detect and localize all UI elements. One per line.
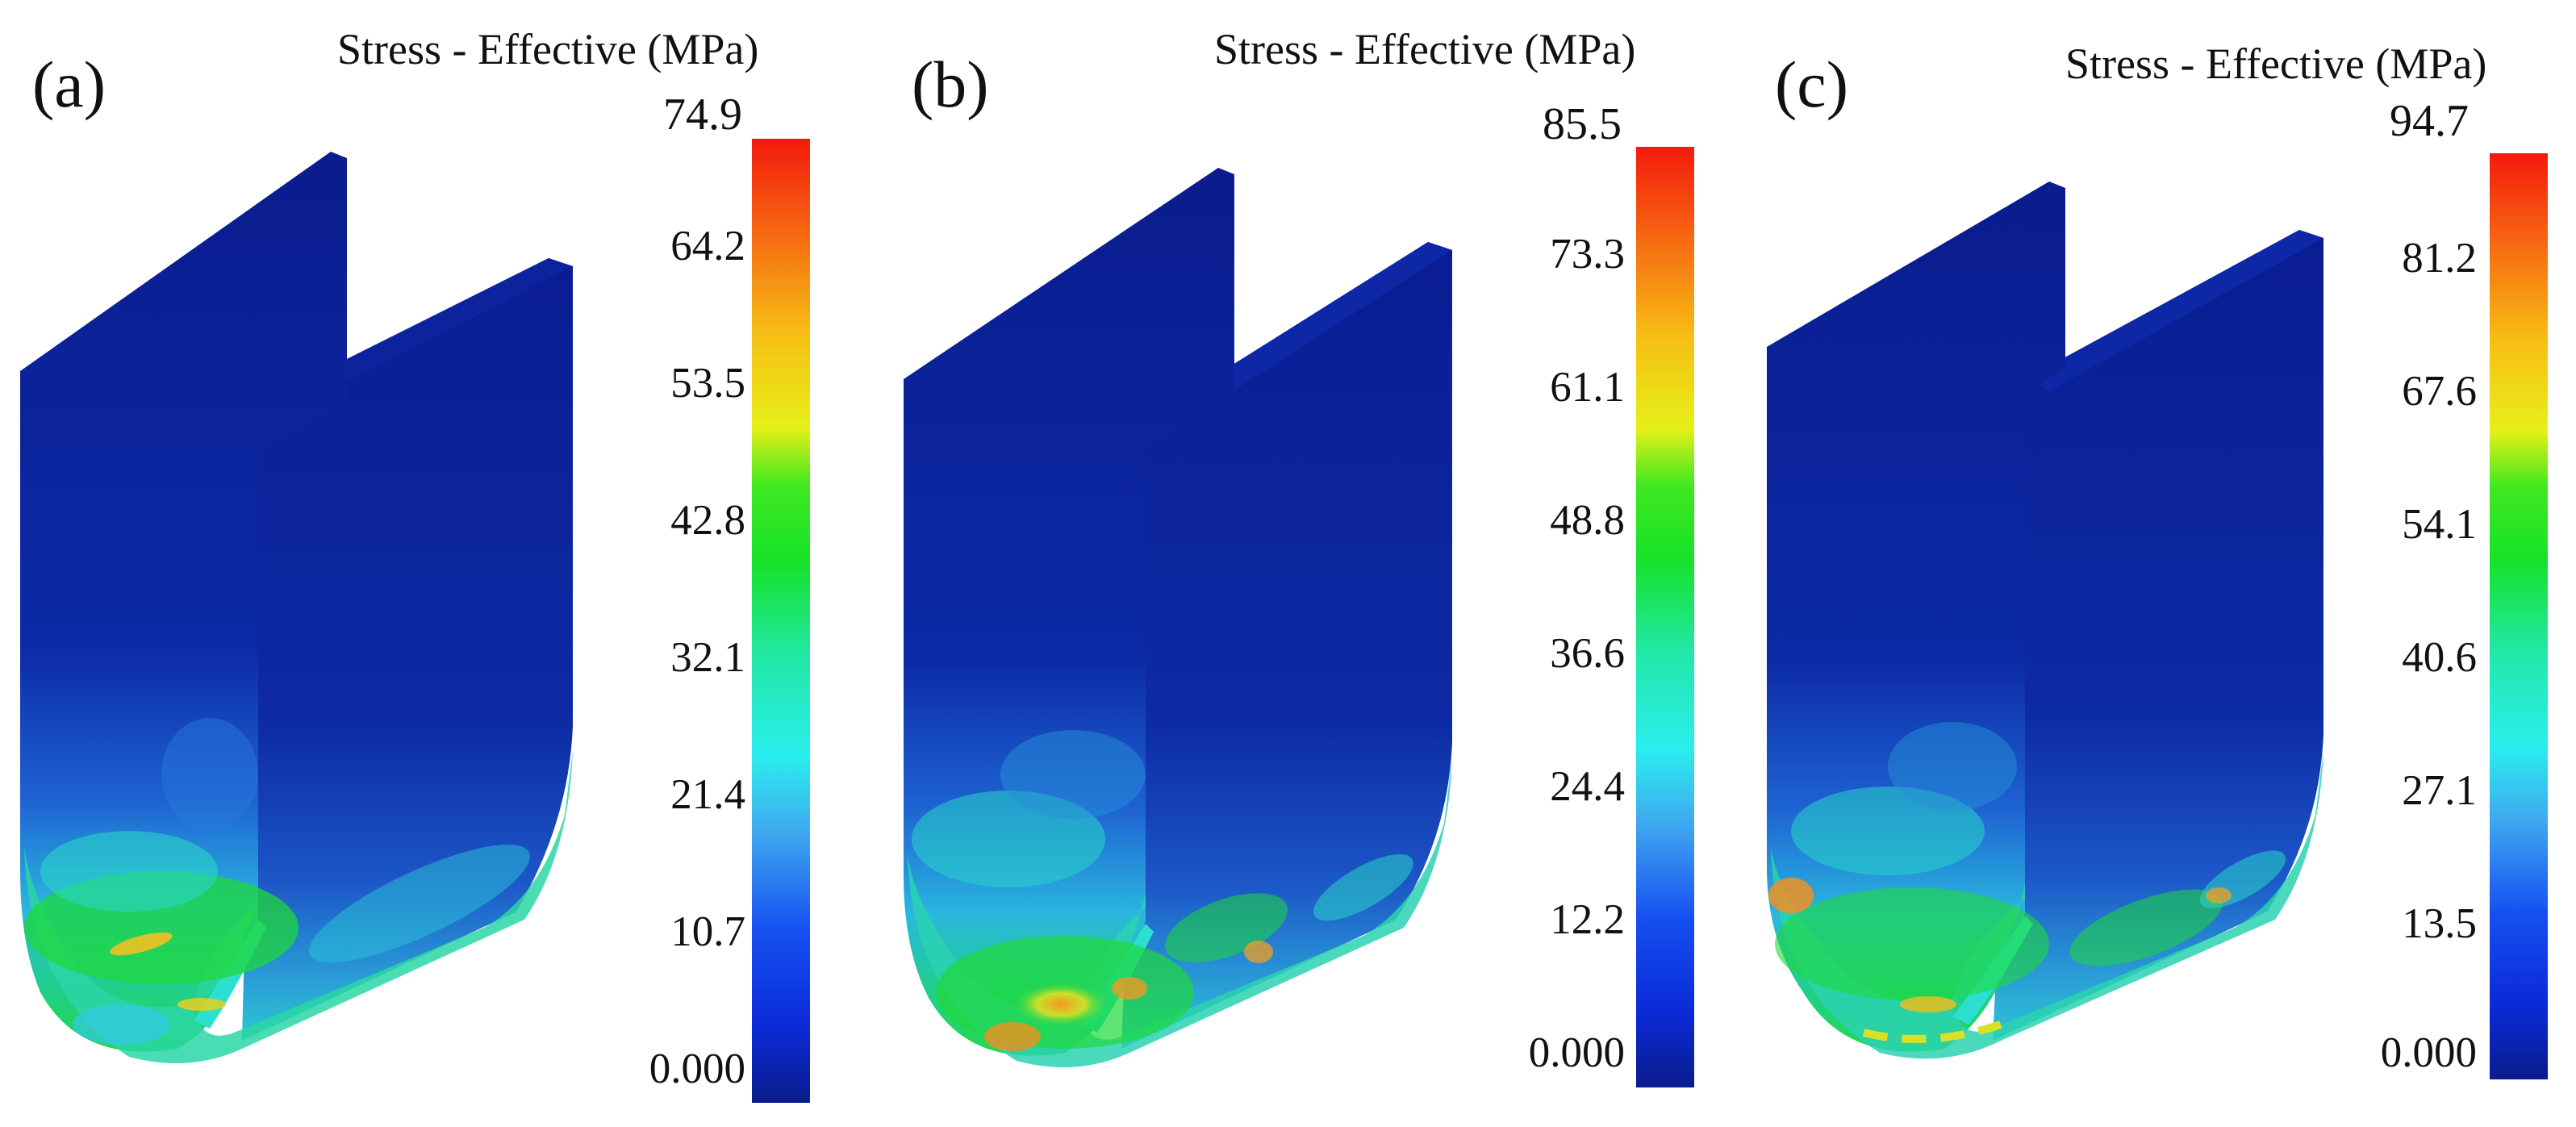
- colorbar-tick: 61.1: [1550, 364, 1625, 411]
- colorbar-tick: 81.2: [2402, 235, 2477, 282]
- front-wall: [20, 152, 347, 1052]
- colorbar: [752, 139, 810, 1103]
- u-shaped-part-stress-plot: [1767, 182, 2323, 1059]
- colorbar-tick: 36.6: [1550, 630, 1625, 677]
- panel-b: (b) Stress - Effective (MPa) 85.5 73.3 6…: [879, 0, 1738, 1127]
- u-shaped-part-stress-plot: [904, 168, 1452, 1067]
- colorbar-tick: 32.1: [670, 634, 745, 681]
- colorbar-title: Stress - Effective (MPa): [2065, 40, 2487, 88]
- colorbar-title: Stress - Effective (MPa): [1214, 25, 1636, 73]
- colorbar-tick: 42.8: [670, 497, 745, 544]
- colorbar-max: 85.5: [1543, 99, 1622, 149]
- back-wall: [242, 258, 573, 1041]
- colorbar-tick: 12.2: [1550, 896, 1625, 943]
- panel-label: (c): [1775, 48, 1849, 121]
- colorbar-tick: 0.000: [2380, 1029, 2477, 1076]
- panel-label: (a): [32, 48, 106, 121]
- panel-label: (b): [912, 48, 989, 121]
- colorbar-tick: 40.6: [2402, 634, 2477, 681]
- panel-a: (a) Stress - Effective (MPa) 74.9 64.2 5…: [0, 0, 858, 1127]
- colorbar-tick: 10.7: [670, 908, 745, 955]
- colorbar: [1636, 147, 1694, 1087]
- colorbar-tick: 0.000: [1528, 1029, 1625, 1076]
- colorbar-tick: 64.2: [670, 223, 745, 269]
- colorbar-tick: 27.1: [2402, 767, 2477, 814]
- colorbar-tick: 48.8: [1550, 497, 1625, 544]
- colorbar-tick: 21.4: [670, 771, 745, 818]
- back-wall: [1993, 230, 2323, 1041]
- colorbar-tick: 0.000: [649, 1046, 745, 1092]
- colorbar-max: 94.7: [2390, 96, 2469, 146]
- colorbar-tick: 54.1: [2402, 501, 2477, 548]
- panel-c: (c) Stress - Effective (MPa) 94.7 81.2 6…: [1743, 0, 2576, 1127]
- colorbar-tick: 13.5: [2402, 900, 2477, 947]
- colorbar-tick: 67.6: [2402, 368, 2477, 415]
- colorbar-tick: 73.3: [1550, 231, 1625, 278]
- colorbar-tick: 24.4: [1550, 763, 1625, 810]
- u-shaped-part-stress-plot: [20, 152, 573, 1063]
- colorbar-tick: 53.5: [670, 360, 745, 407]
- colorbar: [2490, 153, 2548, 1079]
- colorbar-title: Stress - Effective (MPa): [337, 25, 759, 73]
- colorbar-max: 74.9: [663, 90, 742, 140]
- back-wall: [1121, 242, 1452, 1049]
